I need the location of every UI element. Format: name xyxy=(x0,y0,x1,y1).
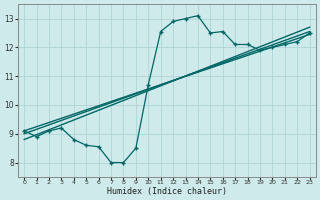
X-axis label: Humidex (Indice chaleur): Humidex (Indice chaleur) xyxy=(107,187,227,196)
